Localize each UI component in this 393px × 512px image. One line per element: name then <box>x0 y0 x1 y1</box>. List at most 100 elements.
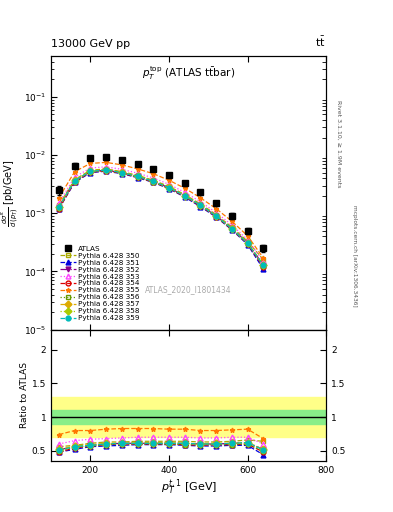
Y-axis label: $\frac{d\sigma^{t\bar{t}}}{d\,(p_T)}$ [pb/GeV]: $\frac{d\sigma^{t\bar{t}}}{d\,(p_T)}$ [p… <box>0 159 21 227</box>
Pythia 6.428 356 <box>182 193 187 199</box>
Pythia 6.428 358 <box>119 169 124 176</box>
Pythia 6.428 358 <box>182 193 187 199</box>
Pythia 6.428 352 <box>151 178 156 184</box>
Pythia 6.428 350 <box>261 257 266 263</box>
Pythia 6.428 355 <box>135 166 140 172</box>
Pythia 6.428 358 <box>198 202 203 208</box>
Pythia 6.428 356 <box>151 179 156 185</box>
Pythia 6.428 353 <box>135 170 140 176</box>
Pythia 6.428 356 <box>261 263 266 269</box>
Pythia 6.428 358 <box>214 213 219 219</box>
X-axis label: $p_T^{t,1}$ [GeV]: $p_T^{t,1}$ [GeV] <box>160 477 217 498</box>
Pythia 6.428 358 <box>151 178 156 184</box>
Pythia 6.428 354 <box>135 174 140 180</box>
Text: 13000 GeV pp: 13000 GeV pp <box>51 38 130 49</box>
Pythia 6.428 355 <box>167 177 171 183</box>
Pythia 6.428 359 <box>119 169 124 176</box>
Pythia 6.428 355 <box>214 206 219 212</box>
Pythia 6.428 355 <box>72 168 77 175</box>
Pythia 6.428 358 <box>104 167 108 173</box>
Line: Pythia 6.428 358: Pythia 6.428 358 <box>57 167 266 268</box>
Line: Pythia 6.428 357: Pythia 6.428 357 <box>57 167 266 267</box>
Pythia 6.428 357 <box>88 168 93 174</box>
Pythia 6.428 353 <box>72 174 77 180</box>
Pythia 6.428 351 <box>214 214 219 220</box>
Pythia 6.428 355 <box>88 160 93 166</box>
Pythia 6.428 350 <box>151 177 156 183</box>
Pythia 6.428 351 <box>230 227 234 233</box>
Pythia 6.428 352 <box>198 202 203 208</box>
Pythia 6.428 350 <box>198 201 203 207</box>
Pythia 6.428 357 <box>245 240 250 246</box>
Pythia 6.428 356 <box>230 226 234 232</box>
Pythia 6.428 352 <box>245 240 250 246</box>
Pythia 6.428 356 <box>104 167 108 174</box>
Pythia 6.428 351 <box>104 168 108 174</box>
Pythia 6.428 351 <box>57 206 61 212</box>
Pythia 6.428 353 <box>214 209 219 216</box>
Bar <box>51 397 326 437</box>
Pythia 6.428 354 <box>261 264 266 270</box>
Pythia 6.428 355 <box>245 233 250 239</box>
Pythia 6.428 359 <box>198 202 203 208</box>
Text: mcplots.cern.ch [arXiv:1306.3436]: mcplots.cern.ch [arXiv:1306.3436] <box>352 205 357 307</box>
Pythia 6.428 357 <box>261 262 266 268</box>
Line: Pythia 6.428 353: Pythia 6.428 353 <box>57 164 266 264</box>
Pythia 6.428 356 <box>88 169 93 175</box>
Pythia 6.428 350 <box>230 224 234 230</box>
Pythia 6.428 356 <box>198 203 203 209</box>
Pythia 6.428 358 <box>72 178 77 184</box>
Pythia 6.428 353 <box>104 164 108 170</box>
Pythia 6.428 354 <box>245 241 250 247</box>
Pythia 6.428 355 <box>151 170 156 177</box>
Pythia 6.428 351 <box>245 242 250 248</box>
Pythia 6.428 353 <box>261 258 266 264</box>
Pythia 6.428 356 <box>57 205 61 211</box>
Pythia 6.428 352 <box>230 225 234 231</box>
Pythia 6.428 358 <box>88 168 93 175</box>
Pythia 6.428 353 <box>167 181 171 187</box>
Pythia 6.428 359 <box>214 213 219 219</box>
Pythia 6.428 359 <box>151 178 156 184</box>
Pythia 6.428 351 <box>198 204 203 210</box>
Pythia 6.428 351 <box>167 186 171 192</box>
Pythia 6.428 354 <box>198 203 203 209</box>
Line: Pythia 6.428 350: Pythia 6.428 350 <box>57 166 266 262</box>
Pythia 6.428 351 <box>88 169 93 176</box>
Text: $p_T^{\mathrm{top}}$ (ATLAS t$\bar{\mathrm{t}}$bar): $p_T^{\mathrm{top}}$ (ATLAS t$\bar{\math… <box>142 65 235 82</box>
Pythia 6.428 351 <box>72 179 77 185</box>
Pythia 6.428 352 <box>72 178 77 184</box>
Bar <box>51 410 326 424</box>
Line: Pythia 6.428 356: Pythia 6.428 356 <box>57 168 266 269</box>
Pythia 6.428 357 <box>198 202 203 208</box>
Pythia 6.428 354 <box>151 179 156 185</box>
Pythia 6.428 359 <box>135 174 140 180</box>
Pythia 6.428 354 <box>214 214 219 220</box>
Pythia 6.428 352 <box>261 262 266 268</box>
Pythia 6.428 354 <box>230 226 234 232</box>
Line: Pythia 6.428 351: Pythia 6.428 351 <box>57 169 266 271</box>
Pythia 6.428 352 <box>57 204 61 210</box>
Pythia 6.428 358 <box>230 226 234 232</box>
Pythia 6.428 350 <box>57 202 61 208</box>
Pythia 6.428 350 <box>167 183 171 189</box>
Pythia 6.428 350 <box>119 168 124 175</box>
Pythia 6.428 350 <box>104 166 108 172</box>
Pythia 6.428 353 <box>245 237 250 243</box>
Pythia 6.428 351 <box>261 266 266 272</box>
Pythia 6.428 354 <box>88 169 93 175</box>
Pythia 6.428 357 <box>230 225 234 231</box>
Text: $\mathrm{t}\bar{\mathrm{t}}$: $\mathrm{t}\bar{\mathrm{t}}$ <box>316 34 326 49</box>
Pythia 6.428 354 <box>119 170 124 176</box>
Pythia 6.428 357 <box>135 173 140 179</box>
Pythia 6.428 352 <box>119 169 124 176</box>
Pythia 6.428 359 <box>230 226 234 232</box>
Pythia 6.428 357 <box>57 204 61 210</box>
Line: Pythia 6.428 354: Pythia 6.428 354 <box>57 168 266 269</box>
Pythia 6.428 353 <box>182 189 187 196</box>
Pythia 6.428 355 <box>57 195 61 201</box>
Pythia 6.428 356 <box>119 170 124 176</box>
Pythia 6.428 351 <box>135 175 140 181</box>
Pythia 6.428 350 <box>214 211 219 218</box>
Pythia 6.428 355 <box>198 195 203 201</box>
